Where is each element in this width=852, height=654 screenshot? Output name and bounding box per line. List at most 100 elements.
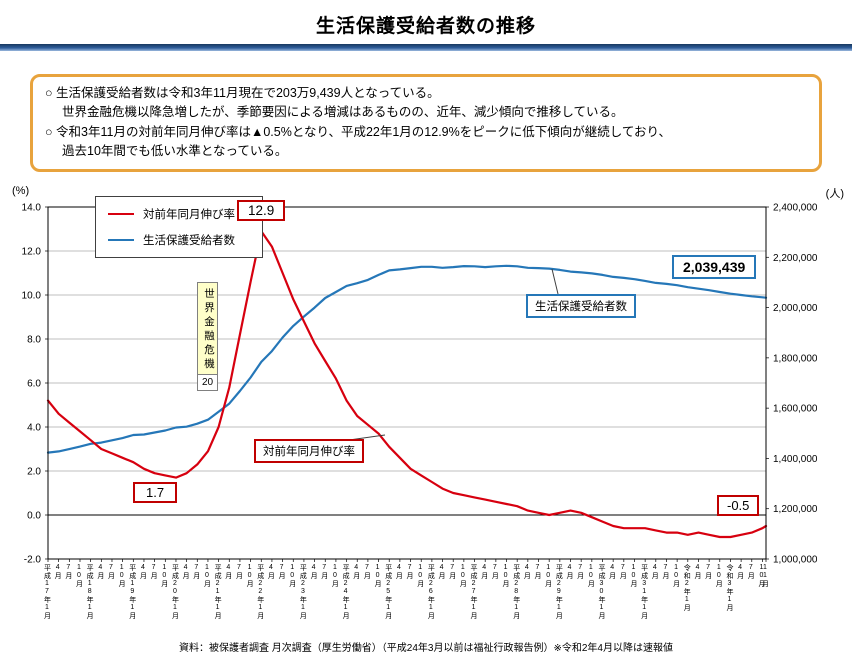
x-tick-label: 平成31年1月 bbox=[640, 564, 648, 620]
gridlines bbox=[48, 206, 766, 560]
summary-line-1: ○ 生活保護受給者数は令和3年11月現在で203万9,439人となっている。 bbox=[45, 86, 440, 100]
x-tick-label: 7月 bbox=[363, 564, 371, 580]
x-axis-labels: 平成17年1月 4月 7月 10月 平成18年1月 4月 7月 10月 平成19年1月 4月 7月 1… bbox=[0, 562, 852, 640]
x-tick-label: 4月 bbox=[438, 564, 446, 580]
x-tick-label: 4月 bbox=[523, 564, 531, 580]
x-tick-label: 平成22年1月 bbox=[256, 564, 264, 620]
x-tick-label: 10月 bbox=[160, 564, 168, 588]
x-tick-label: 7月 bbox=[747, 564, 755, 580]
x-tick-label: 4月 bbox=[736, 564, 744, 580]
x-tick-label: 7月 bbox=[107, 564, 115, 580]
latest-recipients-callout: 2,039,439 bbox=[672, 255, 757, 279]
x-tick-label: 平成25年1月 bbox=[384, 564, 392, 620]
left-tick-label: -2.0 bbox=[24, 555, 42, 566]
summary-box: ○ 生活保護受給者数は令和3年11月現在で203万9,439人となっている。 世… bbox=[30, 74, 822, 172]
x-tick-label: 10月 bbox=[75, 564, 83, 588]
x-tick-label: 4月 bbox=[651, 564, 659, 580]
left-tick-label: 14.0 bbox=[22, 203, 42, 214]
left-tick-label: 6.0 bbox=[27, 379, 41, 390]
x-tick-label: 10月 bbox=[672, 564, 680, 588]
right-tick-label: 2,400,000 bbox=[773, 203, 818, 214]
axis-ticks bbox=[45, 206, 769, 562]
x-tick-label: 4月 bbox=[395, 564, 403, 580]
legend-item-recipients: 生活保護受給者数 bbox=[108, 232, 250, 248]
x-tick-label: 4月 bbox=[267, 564, 275, 580]
left-tick-label: 10.0 bbox=[22, 291, 42, 302]
right-tick-label: 1,200,000 bbox=[773, 504, 818, 515]
x-tick-label: 平成19年1月 bbox=[128, 564, 136, 620]
legend-label-growth-rate: 対前年同月伸び率 bbox=[143, 209, 235, 221]
growth-rate-line-swatch bbox=[108, 213, 134, 215]
right-tick-label: 1,800,000 bbox=[773, 353, 818, 364]
left-tick-label: 8.0 bbox=[27, 335, 41, 346]
x-tick-label: 7月 bbox=[192, 564, 200, 580]
x-tick-label: 4月 bbox=[566, 564, 573, 580]
x-tick-label: 10月 bbox=[502, 564, 510, 588]
recipients-line-swatch bbox=[108, 239, 134, 241]
legend-label-recipients: 生活保護受給者数 bbox=[143, 235, 235, 247]
x-tick-label: 7月 bbox=[64, 564, 72, 580]
x-tick-label: 10月 bbox=[246, 564, 254, 588]
x-tick-label: 平成28年1月 bbox=[512, 564, 520, 620]
source-note: 資料：被保護者調査 月次調査（厚生労働省）（平成24年3月以前は福祉行政報告例）… bbox=[179, 643, 673, 654]
x-tick-label: 10月 bbox=[374, 564, 382, 588]
x-tick-label: 7月 bbox=[534, 564, 541, 580]
right-tick-label: 1,400,000 bbox=[773, 454, 818, 465]
x-tick-label: 10月 bbox=[459, 564, 467, 588]
x-tick-label: 10月 bbox=[757, 564, 765, 588]
x-tick-label: 平成27年1月 bbox=[470, 564, 478, 620]
x-tick-label: 4月 bbox=[352, 564, 360, 580]
x-tick-label: 4月 bbox=[693, 564, 701, 580]
right-tick-label: 1,000,000 bbox=[773, 555, 818, 566]
x-tick-label: 7月 bbox=[150, 564, 158, 580]
chart: (%) (人) 14.0 12.0 10.0 8.0 6.0 4.0 2.0 0.0 -2.0 2… bbox=[0, 185, 852, 640]
legend-item-growth-rate: 対前年同月伸び率 bbox=[108, 206, 250, 222]
right-axis-unit: (人) bbox=[825, 188, 844, 200]
growth-rate-series-callout: 対前年同月伸び率 bbox=[254, 439, 364, 463]
x-tick-label: 7月 bbox=[406, 564, 414, 580]
x-tick-label: 平成20年1月 bbox=[171, 564, 179, 620]
x-tick-label: 7月 bbox=[320, 564, 328, 580]
x-tick-label: 4月 bbox=[224, 564, 232, 580]
x-tick-label: 10月 bbox=[587, 564, 595, 588]
chart-canvas: 14.0 12.0 10.0 8.0 6.0 4.0 2.0 0.0 -2.0 2,400,000… bbox=[22, 203, 818, 566]
x-tick-label: 平成29年1月 bbox=[555, 564, 563, 620]
left-axis-unit: (%) bbox=[12, 185, 30, 197]
chart-legend: 対前年同月伸び率 生活保護受給者数 bbox=[95, 196, 263, 258]
axis-tick-labels: 14.0 12.0 10.0 8.0 6.0 4.0 2.0 0.0 -2.0 2,400,000… bbox=[22, 203, 818, 566]
financial-crisis-label: 世界金融危機 bbox=[197, 282, 218, 376]
x-tick-label: 7月 bbox=[619, 564, 627, 580]
x-tick-label: 11月 bbox=[761, 564, 769, 588]
count-callout-leader bbox=[551, 268, 559, 295]
x-tick-label: 10月 bbox=[118, 564, 126, 588]
summary-line-3: ○ 令和3年11月の対前年同月伸び率は▲0.5%となり、平成22年1月の12.9… bbox=[45, 124, 671, 139]
latest-rate-callout: -0.5 bbox=[717, 495, 760, 516]
peak-value-callout: 12.9 bbox=[237, 200, 286, 221]
x-tick-label: 4月 bbox=[310, 564, 318, 580]
summary-line-4: 過去10年間でも低い水準となっている。 bbox=[62, 144, 288, 159]
x-tick-label: 平成23年1月 bbox=[299, 564, 307, 620]
x-tick-label: 4月 bbox=[96, 564, 104, 580]
left-tick-label: 12.0 bbox=[22, 247, 42, 258]
recipients-series-callout: 生活保護受給者数 bbox=[526, 294, 636, 318]
x-tick-label: 10月 bbox=[544, 564, 552, 588]
x-tick-label: 7月 bbox=[235, 564, 243, 580]
left-tick-label: 0.0 bbox=[27, 511, 41, 522]
right-tick-label: 1,600,000 bbox=[773, 404, 818, 415]
x-tick-label: 4月 bbox=[182, 564, 190, 580]
x-tick-label: 平成24年1月 bbox=[342, 564, 350, 620]
x-tick-label: 平成26年1月 bbox=[427, 564, 435, 620]
x-tick-label: 10月 bbox=[288, 564, 296, 588]
title-underline-bar bbox=[0, 44, 852, 51]
x-tick-label: 7月 bbox=[661, 564, 669, 580]
low-value-callout: 1.7 bbox=[133, 482, 178, 503]
x-tick-label: 4月 bbox=[480, 564, 488, 580]
right-tick-label: 2,000,000 bbox=[773, 303, 818, 314]
x-tick-label: 平成17年1月 bbox=[43, 564, 51, 620]
x-tick-label: 平成30年1月 bbox=[597, 564, 605, 620]
x-tick-label: 7月 bbox=[448, 564, 456, 580]
x-tick-label: 7月 bbox=[576, 564, 584, 580]
growth-rate-line bbox=[46, 230, 768, 539]
x-tick-label: 10月 bbox=[715, 564, 723, 588]
left-tick-label: 2.0 bbox=[27, 467, 41, 478]
